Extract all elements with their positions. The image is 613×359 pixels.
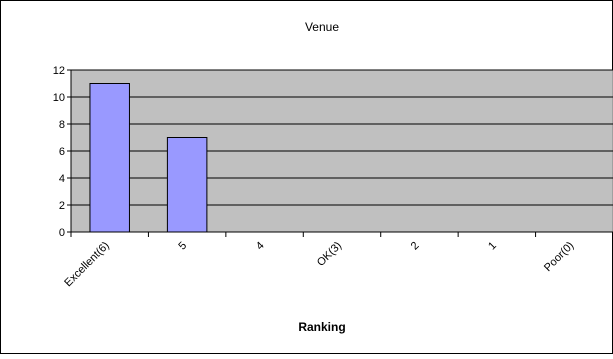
- chart-title: Venue: [305, 20, 339, 34]
- y-axis: 0 2 4 6 8 10 12: [53, 65, 72, 239]
- x-axis-title: Ranking: [298, 320, 345, 334]
- y-tick-label: 2: [59, 200, 65, 212]
- y-tick-label: 10: [53, 92, 65, 104]
- bar: [166, 137, 208, 233]
- y-tick-label: 4: [59, 173, 65, 185]
- y-tick-label: 8: [59, 119, 65, 131]
- y-tick-label: 0: [59, 227, 65, 239]
- plot-area: [70, 69, 613, 233]
- y-tick-label: 6: [59, 146, 65, 158]
- bar: [89, 83, 130, 233]
- y-tick-label: 12: [53, 65, 65, 77]
- bars: [89, 83, 208, 233]
